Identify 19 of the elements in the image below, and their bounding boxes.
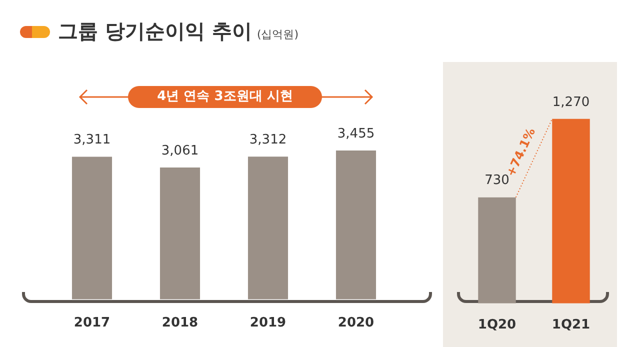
x-tick-label: 2020 — [338, 316, 374, 331]
data-label: 3,455 — [337, 126, 375, 142]
chart-subtitle: (십억원) — [256, 28, 299, 41]
x-tick-label: 2018 — [162, 316, 198, 331]
data-label: 1,270 — [552, 94, 590, 110]
bar — [160, 167, 200, 300]
x-tick-label: 1Q20 — [478, 318, 516, 333]
text: 4년 연속 3조원대 시현 — [128, 86, 322, 108]
data-label: 3,061 — [161, 143, 199, 158]
bar — [248, 156, 288, 300]
x-tick-label: 2019 — [250, 316, 286, 331]
bar — [336, 150, 376, 300]
x-tick-label: 1Q21 — [552, 318, 590, 333]
x-tick-label: 2017 — [74, 316, 110, 331]
chart-title: 그룹 당기순이익 추이 — [58, 19, 252, 43]
bar — [72, 156, 112, 300]
data-label: 730 — [484, 173, 510, 188]
data-label: 3,312 — [249, 132, 287, 148]
data-label: 3,311 — [73, 132, 111, 148]
